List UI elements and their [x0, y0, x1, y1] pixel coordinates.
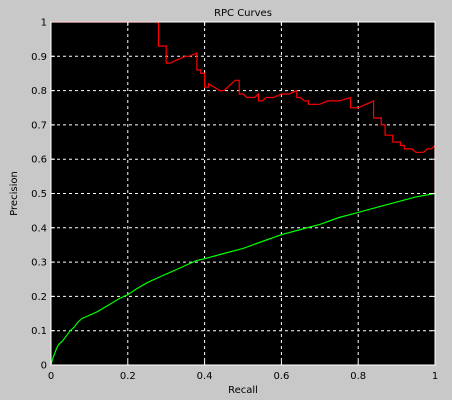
series-line-1: [50, 192, 436, 366]
y-tick-label-10: 1: [41, 18, 47, 29]
axis-ticks: 0 0.2 0.4 0.6 0.8 1 0 0.1 0.2 0.3 0.4 0.5 0.6 0.7 0.8 0…: [31, 18, 438, 383]
y-tick-label-8: 0.8: [31, 86, 47, 97]
y-tick-label-4: 0.4: [31, 223, 47, 234]
grid-lines: [51, 22, 435, 365]
series-line-0: [51, 21, 436, 194]
x-axis-label: Recall: [228, 385, 258, 396]
x-tick-label-0: 0: [48, 371, 54, 382]
x-tick-label-1: 0.2: [120, 371, 136, 382]
x-tick-label-4: 0.8: [350, 371, 366, 382]
chart-title: RPC Curves: [214, 8, 272, 19]
y-tick-label-0: 0: [41, 361, 47, 372]
y-tick-label-5: 0.5: [31, 189, 47, 200]
y-tick-label-2: 0.2: [31, 292, 47, 303]
x-tick-label-2: 0.4: [197, 371, 213, 382]
y-tick-label-7: 0.7: [31, 120, 47, 131]
y-tick-label-1: 0.1: [31, 326, 47, 337]
y-tick-label-6: 0.6: [31, 155, 47, 166]
series-layer: [50, 21, 436, 366]
y-tick-label-3: 0.3: [31, 258, 47, 269]
x-tick-label-5: 1: [432, 371, 438, 382]
y-axis-label: Precision: [9, 171, 20, 216]
x-tick-label-3: 0.6: [273, 371, 289, 382]
y-tick-label-9: 0.9: [31, 52, 47, 63]
